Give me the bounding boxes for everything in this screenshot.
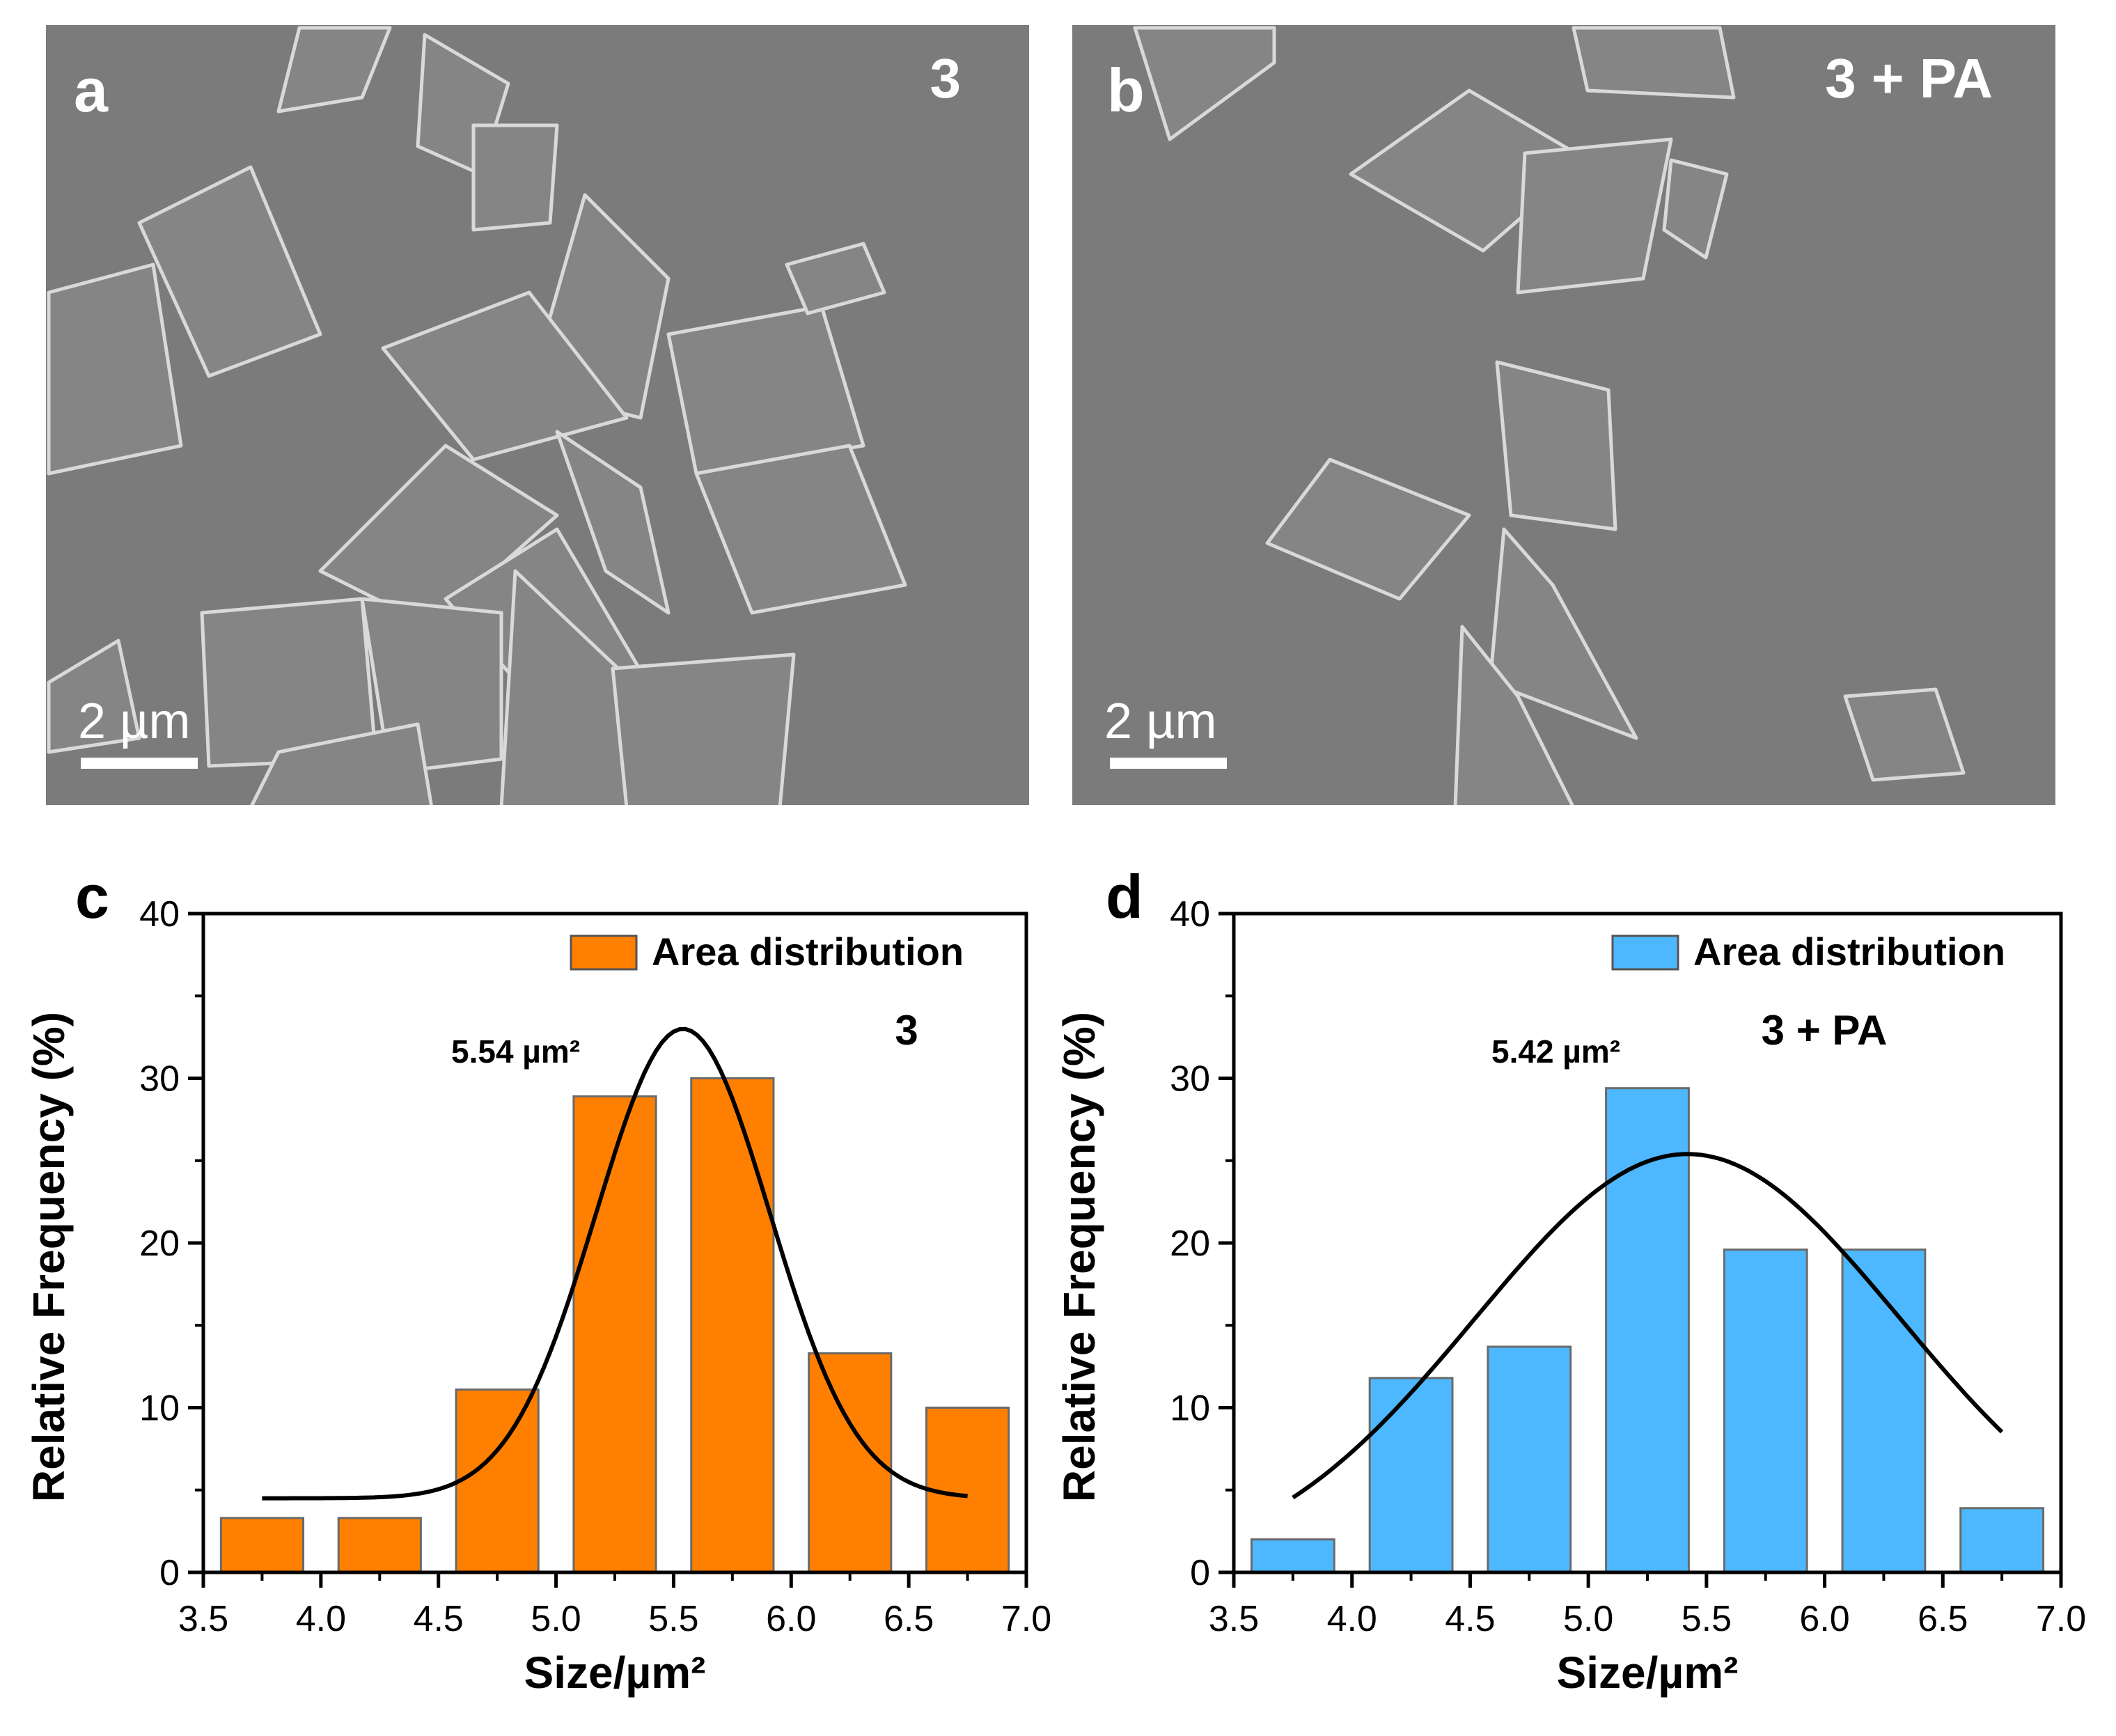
x-tick-label: 6.5 (1918, 1599, 1968, 1639)
crystal-flake (555, 430, 671, 615)
crystal-flake (137, 165, 322, 378)
gaussian-fit-curve-d (1292, 1152, 2004, 1500)
sem-image-b: b 3 + PA 2 µm (1072, 25, 2055, 805)
legend-label-c: Area distribution (652, 930, 964, 973)
sample-label-b: 3 + PA (1825, 47, 1993, 109)
sample-label-c: 3 (895, 1007, 918, 1054)
x-tick-label: 6.0 (1799, 1599, 1849, 1639)
x-tick-label: 4.5 (1445, 1599, 1495, 1639)
legend-swatch-d (1611, 935, 1679, 971)
crystal-flake (666, 304, 865, 476)
y-tick-label: 40 (139, 894, 180, 935)
crystal-flake (1488, 527, 1638, 740)
crystal-flake (471, 123, 559, 232)
x-tick-label: 4.0 (1327, 1599, 1377, 1639)
x-tick-label: 4.5 (414, 1599, 464, 1639)
crystal-flake (785, 242, 886, 315)
bars-d (1250, 1087, 2045, 1574)
histogram-bar (925, 1407, 1010, 1574)
histogram-bar (1605, 1087, 1690, 1574)
y-tick-label: 0 (1190, 1553, 1210, 1593)
crystal-flake (611, 652, 796, 805)
histogram-bar (1250, 1538, 1335, 1574)
histogram-bar (1841, 1248, 1927, 1574)
x-tick-label: 3.5 (178, 1599, 228, 1639)
crystal-flake (276, 26, 392, 114)
y-tick-label: 40 (1170, 894, 1210, 935)
crystal-flake (381, 290, 629, 462)
histogram-chart-c: c 3.5 4.0 4.5 5.0 5.5 6.0 6.5 7.0 0 10 20 30 40 Area… (24, 862, 1051, 1698)
crystal-flake (1453, 625, 1574, 805)
histogram-bar (572, 1095, 657, 1574)
x-tick-label: 5.0 (531, 1599, 581, 1639)
x-tick-label: 6.5 (884, 1599, 934, 1639)
sample-label-a: 3 (930, 47, 962, 109)
peak-label-c: 5.54 µm² (451, 1033, 580, 1070)
bars-c (219, 1077, 1010, 1574)
histogram-bar (219, 1517, 305, 1574)
crystal-flake (1265, 458, 1471, 601)
y-tick-label: 20 (139, 1223, 180, 1264)
histogram-bar (337, 1517, 422, 1574)
crystal-flake (1133, 26, 1276, 141)
y-tick-label: 20 (1170, 1223, 1210, 1264)
x-tick-label: 5.5 (1682, 1599, 1732, 1639)
x-tick-label: 5.5 (648, 1599, 698, 1639)
x-axis-title-d: Size/µm² (1557, 1648, 1739, 1698)
scale-bar-b (1110, 758, 1227, 769)
histogram-bar (1959, 1507, 2045, 1574)
y-tick-label: 30 (1170, 1059, 1210, 1100)
histogram-bar (690, 1077, 775, 1574)
histogram-bar (455, 1388, 540, 1574)
y-tick-label: 10 (139, 1389, 180, 1429)
histogram-bar (1487, 1345, 1572, 1574)
crystal-flake (1516, 137, 1673, 295)
crystal-flake (1572, 26, 1736, 100)
x-tick-label: 6.0 (766, 1599, 816, 1639)
crystal-flake (694, 444, 907, 615)
sem-image-a: a 3 2 µm (46, 25, 1029, 805)
panel-letter-a: a (74, 56, 109, 125)
scale-bar-label-b: 2 µm (1104, 694, 1217, 749)
crystal-flake (47, 639, 141, 754)
y-axis-title-c: Relative Frequency (%) (24, 1012, 74, 1502)
crystal-flake (1843, 687, 1966, 782)
panel-letter-c: c (75, 862, 109, 931)
x-tick-label: 7.0 (2036, 1599, 2086, 1639)
sample-label-d: 3 + PA (1762, 1007, 1888, 1054)
x-axis-title-c: Size/µm² (524, 1648, 706, 1698)
crystal-layer-a (47, 26, 907, 805)
crystal-flake (1662, 158, 1729, 260)
legend-label-d: Area distribution (1693, 930, 2005, 973)
crystal-flake (250, 722, 433, 805)
crystal-flake (47, 263, 183, 476)
scale-bar-a (81, 758, 198, 769)
histogram-bar (808, 1352, 893, 1574)
histogram-chart-d: d 3.5 4.0 4.5 5.0 5.5 6.0 6.5 7.0 0 10 20 30 40 Area… (1054, 862, 2086, 1698)
y-axis-title-d: Relative Frequency (%) (1054, 1012, 1104, 1502)
scale-bar-label-a: 2 µm (78, 694, 191, 749)
x-tick-label: 5.0 (1563, 1599, 1613, 1639)
crystal-layer-b (1133, 26, 1966, 805)
histogram-bar (1723, 1248, 1808, 1574)
axis-ticks-c: 3.5 4.0 4.5 5.0 5.5 6.0 6.5 7.0 0 10 20 30 40 (139, 894, 1051, 1639)
panel-letter-d: d (1106, 862, 1143, 931)
crystal-flake (1495, 360, 1617, 531)
gaussian-fit-curve-c (262, 1026, 968, 1501)
y-tick-label: 30 (139, 1059, 180, 1100)
x-tick-label: 4.0 (296, 1599, 346, 1639)
peak-label-d: 5.42 µm² (1491, 1033, 1620, 1070)
x-tick-label: 3.5 (1209, 1599, 1259, 1639)
y-tick-label: 10 (1170, 1389, 1210, 1429)
legend-swatch-c (570, 935, 638, 971)
histogram-bar (1368, 1377, 1454, 1574)
x-tick-label: 7.0 (1001, 1599, 1051, 1639)
y-tick-label: 0 (159, 1553, 180, 1593)
axis-ticks-d: 3.5 4.0 4.5 5.0 5.5 6.0 6.5 7.0 0 10 20 30 40 (1170, 894, 2086, 1639)
panel-letter-b: b (1107, 56, 1145, 125)
